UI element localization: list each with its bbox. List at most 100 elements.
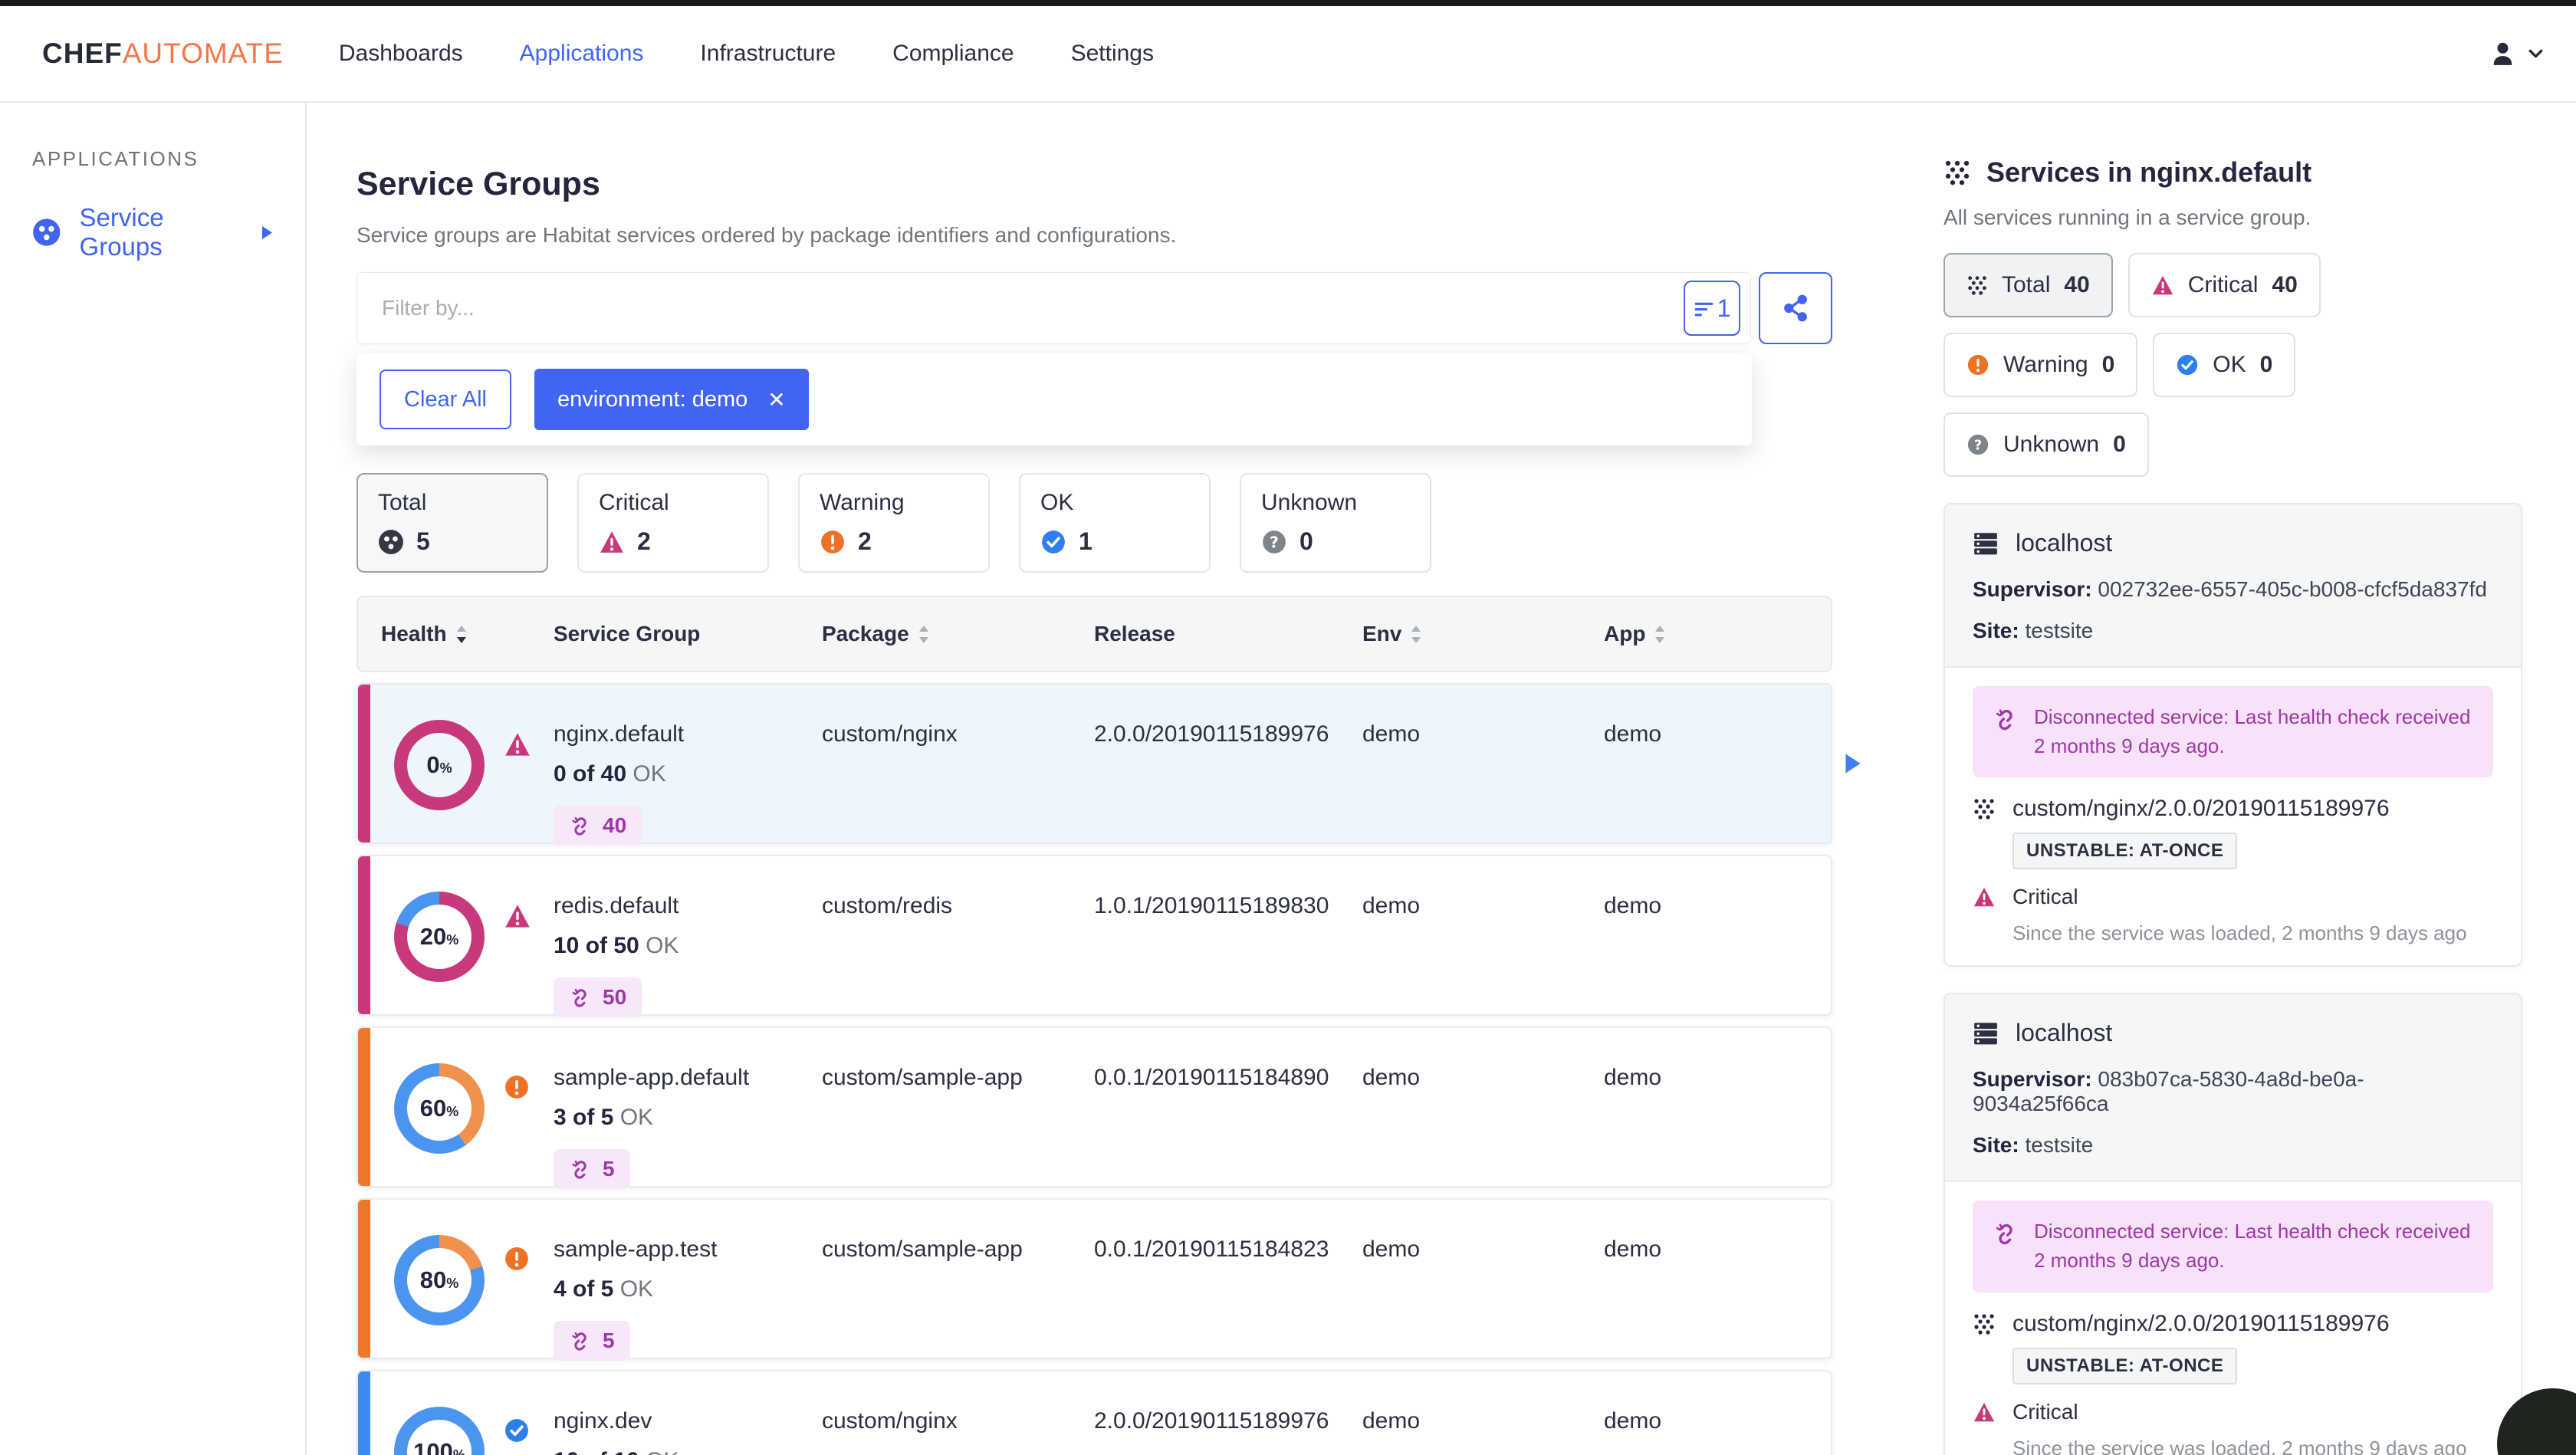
share-button[interactable] [1759,272,1832,344]
nav-infrastructure[interactable]: Infrastructure [700,41,836,66]
column-service-group[interactable]: Service Group [554,622,701,645]
filter-icon [1694,302,1714,316]
clear-all-button[interactable]: Clear All [380,369,511,429]
disconnected-alert: Disconnected service: Last health check … [1973,686,2493,778]
service-group-row-sample-app-test[interactable]: 80% sample-app.test 4 of 5 OK 5 cus [356,1198,1832,1361]
service-group-row-nginx-dev[interactable]: 100% nginx.dev 10 of 10 OK 10 custo [356,1370,1832,1455]
env-cell: demo [1362,893,1421,918]
chef-automate-logo[interactable]: CHEF AUTOMATE [42,38,284,70]
filter-count-button[interactable]: 1 [1684,281,1740,336]
nav-settings[interactable]: Settings [1070,41,1154,66]
summary-card-unknown[interactable]: Unknown 0 [1240,473,1431,573]
nav-applications[interactable]: Applications [519,41,644,66]
services-filter-critical[interactable]: Critical 40 [2128,253,2321,317]
left-sidebar: APPLICATIONS Service Groups [0,103,307,1455]
service-group-row-redis-default[interactable]: 20% redis.default 10 of 50 OK 50 cu [356,855,1832,1017]
sort-icon[interactable] [1654,625,1665,644]
sort-icon[interactable] [918,625,929,644]
summary-card-ok[interactable]: OK 1 [1019,473,1211,573]
package-cell: custom/sample-app [822,1237,1023,1262]
service-group-row-sample-app-default[interactable]: 60% sample-app.default 3 of 5 OK 5 [356,1026,1832,1189]
package-cell: custom/nginx [822,721,958,747]
filter-chip-label: environment: demo [557,386,748,412]
sort-icon[interactable] [1411,625,1421,644]
filter-chip-environment-demo[interactable]: environment: demo ✕ [534,369,809,430]
close-icon[interactable]: ✕ [767,387,786,412]
services-icon [1968,276,1986,295]
update-strategy-badge: UNSTABLE: AT-ONCE [2013,1347,2238,1384]
sidebar-item-service-groups[interactable]: Service Groups [32,203,305,261]
supervisor-id: 083b07ca-5830-4a8d-be0a-9034a25f66ca [1973,1067,2364,1116]
package-icon [1974,1314,1994,1335]
health-accent-bar [358,856,370,1014]
main-nav: Dashboards Applications Infrastructure C… [339,41,1154,67]
column-app[interactable]: App [1604,622,1831,646]
service-groups-icon [33,218,61,246]
services-filter-unknown[interactable]: Unknown 0 [1944,412,2149,477]
service-package: custom/nginx/2.0.0/20190115189976 [2013,1310,2390,1336]
applied-filters-panel: Clear All environment: demo ✕ [356,353,1752,445]
summary-card-critical[interactable]: Critical 2 [577,473,769,573]
page-title: Service Groups [356,166,600,202]
service-card[interactable]: localhost Supervisor: 002732ee-6557-405c… [1944,503,2522,967]
top-navbar: CHEF AUTOMATE Dashboards Applications Inf… [0,6,2576,103]
health-cell: 60% [381,1028,554,1189]
release-cell: 1.0.1/20190115189830 [1094,893,1329,918]
disconnected-badge: 5 [554,1149,630,1189]
service-status: Critical [2013,885,2078,909]
column-package[interactable]: Package [822,622,1094,646]
server-icon [1974,1023,1997,1045]
critical-icon [1973,1402,1995,1421]
disconnected-badge: 50 [554,977,642,1017]
user-icon [2493,42,2512,65]
services-filter-ok[interactable]: OK 0 [2153,333,2296,397]
sort-icon[interactable] [456,625,467,644]
column-release[interactable]: Release [1094,622,1175,645]
services-side-panel: Services in nginx.default All services r… [1875,103,2576,1455]
side-panel-subtitle: All services running in a service group. [1944,205,2312,229]
package-cell: custom/redis [822,893,953,918]
service-group-cell: nginx.default 0 of 40 OK 40 [554,685,822,846]
critical-icon [1973,888,1995,907]
unknown-icon [1263,530,1286,553]
column-env[interactable]: Env [1362,622,1604,646]
env-cell: demo [1362,1237,1421,1262]
health-donut: 100% [394,1407,485,1455]
services-filter-total[interactable]: Total 40 [1944,253,2113,317]
ok-icon [504,1417,530,1444]
service-group-cell: redis.default 10 of 50 OK 50 [554,856,822,1017]
health-donut: 20% [394,892,485,982]
service-status-since: Since the service was loaded, 2 months 9… [2013,1436,2467,1455]
critical-icon [505,733,530,756]
app-cell: demo [1604,893,1662,918]
table-header: Health Service Group Package Release E [356,596,1832,672]
column-health[interactable]: Health [381,622,554,646]
services-filter-warning[interactable]: Warning 0 [1944,333,2138,397]
filter-bar: 1 [356,272,1832,344]
filter-input[interactable] [356,272,1751,344]
logo-chef: CHEF [42,38,123,69]
service-card-header: localhost Supervisor: 083b07ca-5830-4a8d… [1945,994,2521,1183]
nav-compliance[interactable]: Compliance [892,41,1014,66]
summary-card-total[interactable]: Total 5 [356,473,548,573]
service-group-cell: sample-app.test 4 of 5 OK 5 [554,1200,822,1361]
service-group-cell: nginx.dev 10 of 10 OK 10 [554,1371,822,1455]
warning-icon [505,1076,528,1099]
page-subtitle: Service groups are Habitat services orde… [356,223,1177,247]
critical-icon [505,905,530,928]
expand-arrow-icon[interactable] [261,225,273,241]
env-cell: demo [1362,721,1421,747]
service-group-name: sample-app.default [554,1065,750,1090]
main-content: Service Groups Service groups are Habita… [307,103,1875,1455]
health-donut: 60% [394,1063,485,1154]
release-cell: 0.0.1/20190115184823 [1094,1237,1329,1262]
broken-link-icon [1993,1222,2018,1247]
nav-dashboards[interactable]: Dashboards [338,41,463,66]
user-menu[interactable] [2489,40,2545,68]
service-group-row-nginx-default[interactable]: 0% nginx.default 0 of 40 OK 40 cust [356,683,1861,846]
service-card[interactable]: localhost Supervisor: 083b07ca-5830-4a8d… [1944,993,2522,1455]
service-status-since: Since the service was loaded, 2 months 9… [2013,921,2467,945]
summary-card-warning[interactable]: Warning 2 [798,473,990,573]
ok-icon [1040,528,1066,555]
logo-automate: AUTOMATE [122,38,284,69]
